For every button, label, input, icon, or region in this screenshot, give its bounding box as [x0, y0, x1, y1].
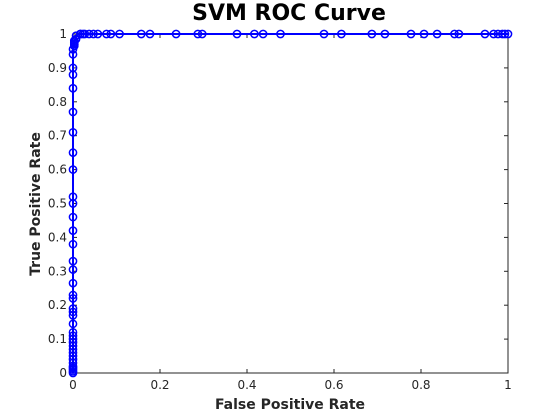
roc-point-marker: [68, 307, 78, 317]
x-tick-label: 0.6: [324, 378, 343, 392]
roc-point-marker: [80, 29, 90, 39]
roc-point-marker: [68, 304, 78, 313]
roc-point-marker: [102, 29, 111, 39]
roc-point-marker: [68, 265, 78, 274]
y-tick-label: 0.9: [48, 61, 67, 75]
plot-area: 0 0.2 0.4 0.6 0.8 1 0 0.1 0.2 0.3 0.4 0.5 0.6 0.7 0.8 0…: [48, 27, 513, 392]
roc-point-marker: [69, 36, 79, 46]
roc-point-marker: [276, 29, 285, 39]
roc-point-marker: [319, 29, 329, 39]
y-tick-label: 0.1: [48, 332, 67, 346]
roc-point-marker: [68, 107, 78, 117]
y-tick-label: 0.5: [48, 197, 67, 211]
y-tick-label: 0.2: [48, 298, 67, 312]
roc-point-marker: [68, 327, 78, 337]
roc-point-marker: [68, 212, 78, 222]
roc-point-marker: [76, 29, 85, 39]
roc-point-marker: [450, 29, 459, 39]
roc-point-marker: [497, 29, 507, 39]
x-tick-label: 0.8: [411, 378, 430, 392]
roc-point-marker: [68, 83, 78, 93]
roc-point-marker: [68, 290, 78, 300]
roc-point-marker: [250, 29, 259, 39]
roc-point-marker: [93, 29, 103, 39]
roc-point-marker: [500, 29, 510, 39]
roc-point-marker: [232, 29, 242, 39]
y-tick-label: 0.8: [48, 95, 67, 109]
roc-point-marker: [432, 29, 442, 39]
roc-point-marker: [171, 29, 181, 39]
roc-point-marker: [68, 63, 78, 73]
x-tick-label: 0: [69, 378, 77, 392]
roc-point-marker: [454, 29, 464, 39]
roc-point-marker: [136, 29, 146, 39]
roc-point-marker: [337, 29, 346, 39]
roc-point-marker: [68, 127, 78, 137]
roc-point-marker: [68, 256, 78, 266]
roc-point-marker: [68, 148, 78, 157]
roc-point-marker: [68, 226, 78, 235]
chart-title: SVM ROC Curve: [192, 1, 386, 26]
x-tick-label: 1: [504, 378, 512, 392]
roc-point-marker: [68, 331, 78, 341]
y-tick-label: 0.4: [48, 230, 67, 244]
y-tick-label: 0.3: [48, 264, 67, 278]
roc-point-marker: [68, 278, 78, 288]
roc-point-marker: [503, 29, 513, 39]
y-tick-label: 0.6: [48, 163, 67, 177]
roc-point-marker: [258, 29, 268, 39]
roc-point-marker: [145, 29, 155, 39]
roc-point-marker: [197, 29, 207, 39]
roc-point-marker: [89, 29, 98, 39]
roc-point-marker: [68, 49, 78, 59]
y-tick-label: 1: [59, 27, 67, 41]
axes-box: [72, 33, 509, 374]
roc-point-marker: [71, 34, 81, 44]
y-axis-title: True Positive Rate: [28, 132, 44, 276]
x-axis-title: False Positive Rate: [215, 397, 365, 413]
x-tick-label: 0.4: [237, 378, 256, 392]
roc-point-marker: [68, 319, 78, 329]
roc-point-marker: [419, 29, 429, 39]
roc-point-marker: [84, 29, 94, 39]
roc-point-marker: [406, 29, 416, 39]
roc-point-marker: [68, 239, 78, 249]
roc-point-marker: [193, 29, 203, 39]
roc-point-marker: [68, 165, 78, 174]
roc-point-marker: [106, 29, 116, 39]
roc-point-marker: [68, 294, 78, 303]
roc-point-marker: [489, 29, 498, 39]
y-tick-label: 0.7: [48, 129, 67, 143]
roc-curve-line: [72, 33, 508, 373]
roc-point-marker: [367, 29, 377, 39]
x-tick-label: 0.2: [150, 378, 169, 392]
roc-point-marker: [68, 192, 78, 202]
roc-point-marker: [380, 29, 390, 39]
roc-point-marker: [115, 29, 124, 39]
y-tick-label: 0: [59, 366, 67, 380]
roc-point-marker: [480, 29, 490, 39]
